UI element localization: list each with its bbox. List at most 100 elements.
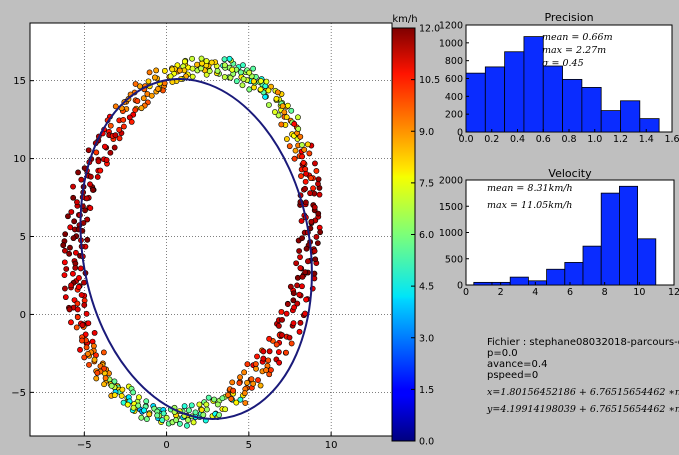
colorbar-ticks: 12.0 10.5 9.0 7.5 6.0 4.5 3.0 1.5 0.0 [411,24,440,448]
track-point [250,78,257,85]
track-point [307,175,314,182]
track-point [204,406,210,413]
velocity-title: Velocity [548,167,592,180]
track-point [203,58,210,64]
colorbar-unit-label: km/h [392,14,417,25]
track-point [185,407,192,414]
track-point [288,107,295,114]
track-point [287,283,294,290]
track-point [239,82,246,89]
track-point [63,266,70,272]
track-point [312,160,318,167]
y-tick-label: 10 [13,154,26,165]
track-point [68,282,75,289]
track-point [255,377,261,383]
track-point [70,194,77,201]
track-point [260,348,267,355]
track-point [303,199,309,206]
track-point [100,349,107,356]
track-point [252,361,259,367]
track-point [265,87,272,94]
track-point [291,304,297,311]
x-equation-text: x=1.80156452186 + 6.76515654462 ∗np.cos(… [487,387,679,398]
histogram-bar [546,268,566,286]
histogram-bar [542,65,563,133]
track-point [192,409,199,416]
precision-mean: mean = 0.66m [542,32,613,43]
colorbar-tick-label: 7.5 [419,178,434,189]
track-point [222,406,229,413]
x-tick-label: 1.2 [613,134,628,145]
track-point [225,392,231,398]
track-point [116,126,123,133]
track-point [253,365,259,372]
track-point [61,272,68,279]
track-point [216,412,222,418]
track-point [266,335,273,342]
track-point [62,285,68,292]
track-point [74,314,81,321]
fit-ellipse [79,78,313,420]
track-point [221,56,228,63]
track-point [87,205,94,211]
track-point [274,89,281,96]
track-point [66,306,73,313]
velocity-max: max = 11.05km/h [487,200,572,211]
track-point [292,147,299,154]
velocity-bars [473,185,657,286]
track-point [250,380,257,387]
y-tick-label: 2000 [439,176,463,187]
track-point [108,382,115,389]
track-point [240,76,247,83]
track-point [132,107,139,113]
y-tick-label: 0 [457,128,463,139]
track-point [226,55,233,62]
y-tick-label: 0 [457,281,463,292]
track-point [206,68,213,75]
track-point [137,83,143,90]
x-tick-label: 12 [668,287,679,298]
track-point [153,67,160,74]
track-point [284,102,291,109]
histogram-bar [528,280,548,286]
track-point [297,254,303,261]
track-point [302,185,308,192]
precision-title: Precision [544,11,593,24]
track-point [305,258,311,265]
track-point [198,406,205,413]
precision-bars [465,36,660,133]
track-point [286,143,293,150]
track-point [132,81,139,87]
track-point [77,346,83,353]
track-point [188,402,195,409]
track-ticks: −5 0 5 10 15 10 5 0 −5 [11,76,337,451]
colorbar-tick-label: 1.5 [419,385,434,396]
track-point [233,399,240,406]
track-point [72,264,79,271]
track-point [138,105,145,112]
track-point [67,224,74,231]
track-point [302,310,308,317]
track-point [62,294,69,301]
y-tick-label: 200 [445,110,463,121]
track-point [62,247,68,254]
histogram-bar [600,110,621,133]
track-point [148,92,155,99]
track-point [82,207,88,214]
track-point [257,86,264,93]
track-point [275,112,282,119]
track-point [237,396,244,403]
track-point [189,65,196,72]
track-point [263,367,269,374]
track-point [86,361,92,368]
track-point [75,169,81,176]
track-point [75,284,82,290]
y-tick-label: 400 [445,92,463,103]
y-tick-label: 500 [445,254,463,265]
x-tick-label: 10 [633,287,645,298]
track-point [278,121,285,128]
x-tick-label: −5 [77,440,92,451]
track-point [143,416,150,422]
track-point [214,401,221,408]
track-point [290,297,297,304]
